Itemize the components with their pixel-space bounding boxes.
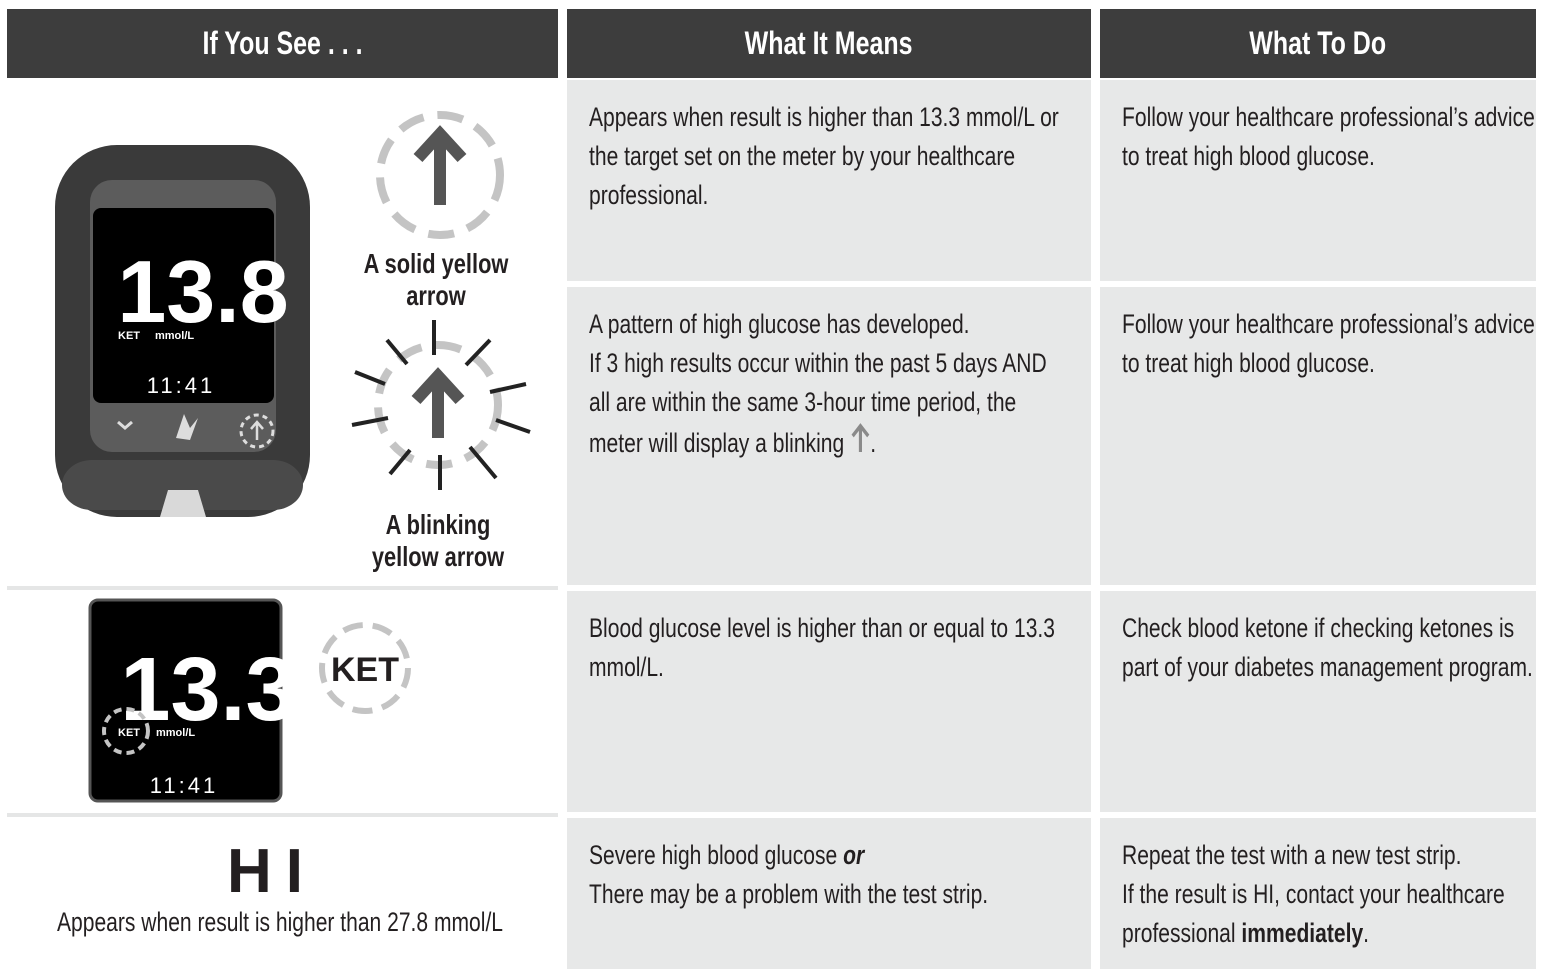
display-ket: KET	[118, 330, 140, 342]
display-ket: KET	[118, 727, 140, 739]
line: If 3 high results occur within the past …	[589, 348, 1047, 458]
line: A pattern of high glucose has developed.	[589, 309, 970, 339]
display-unit: mmol/L	[156, 727, 195, 739]
cell-text: Follow your healthcare professional’s ad…	[1122, 102, 1535, 171]
header-cell: What To Do	[1100, 9, 1536, 78]
illustrations: 13.8 KET mmol/L 11:41 13.3 KET mmol/L 11…	[55, 111, 531, 906]
display-time: 11:41	[150, 773, 218, 798]
cell: Follow your healthcare professional’s ad…	[1100, 287, 1536, 585]
header-cell: If You See . . .	[7, 9, 558, 78]
line: Severe high blood glucose	[589, 840, 838, 870]
cell-text: Severe high blood glucose or There may be…	[589, 836, 1073, 914]
display-reading: 13.8	[117, 242, 288, 341]
emphasis: immediately	[1241, 918, 1364, 948]
header-text: What To Do	[1249, 25, 1387, 61]
hi-caption: Appears when result is higher than 27.8 …	[56, 907, 504, 937]
cell-text: Repeat the test with a new test strip. If…	[1122, 836, 1543, 953]
cell: Appears when result is higher than 13.3 …	[567, 80, 1091, 281]
cell-text: Blood glucose level is higher than or eq…	[589, 613, 1055, 682]
cell: Blood glucose level is higher than or eq…	[567, 591, 1091, 812]
line: If the result is HI, contact your health…	[1122, 879, 1505, 948]
header-text: What It Means	[745, 25, 913, 61]
header-text: If You See . . .	[202, 25, 363, 61]
line-end: .	[870, 428, 877, 458]
line: Repeat the test with a new test strip.	[1122, 840, 1462, 870]
arrow-label: A solid yellow arrow	[363, 248, 509, 311]
emphasis: or	[843, 840, 865, 870]
display-reading: 13.3	[120, 640, 295, 740]
hi-code: HI	[227, 837, 317, 906]
arrow-icon	[851, 423, 870, 452]
separator	[7, 813, 558, 817]
ket-badge: KET	[331, 651, 399, 689]
header-cell: What It Means	[567, 9, 1091, 78]
cell-text: A pattern of high glucose has developed.…	[589, 305, 1073, 463]
display-unit: mmol/L	[155, 330, 194, 342]
arrow-label: A blinking yellow arrow	[371, 509, 505, 572]
display-time: 11:41	[147, 373, 215, 398]
line-end: .	[1363, 918, 1370, 948]
cell: A pattern of high glucose has developed.…	[567, 287, 1091, 585]
line: There may be a problem with the test str…	[589, 879, 989, 909]
cell-text: Follow your healthcare professional’s ad…	[1122, 309, 1535, 378]
cell: Severe high blood glucose or There may be…	[567, 818, 1091, 969]
cell-text: Appears when result is higher than 13.3 …	[589, 102, 1059, 210]
separator	[7, 586, 558, 590]
cell: Check blood ketone if checking ketones i…	[1100, 591, 1536, 812]
cell: Follow your healthcare professional’s ad…	[1100, 80, 1536, 281]
cell: Repeat the test with a new test strip. If…	[1100, 818, 1536, 969]
cell-text: Check blood ketone if checking ketones i…	[1122, 613, 1533, 682]
